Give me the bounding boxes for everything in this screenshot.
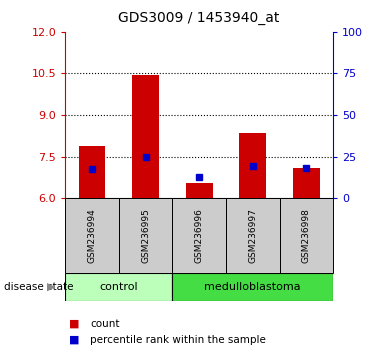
Bar: [65, 198, 119, 273]
Bar: [65, 273, 172, 301]
Text: disease state: disease state: [4, 282, 73, 292]
Bar: [226, 198, 280, 273]
Text: medulloblastoma: medulloblastoma: [205, 282, 301, 292]
Bar: [132, 75, 159, 198]
Bar: [172, 273, 333, 301]
Bar: [239, 133, 266, 198]
Bar: [79, 145, 105, 198]
Text: percentile rank within the sample: percentile rank within the sample: [90, 335, 266, 345]
Text: ▶: ▶: [47, 282, 56, 292]
Text: ■: ■: [69, 319, 79, 329]
Text: GSM236995: GSM236995: [141, 208, 150, 263]
Text: count: count: [90, 319, 119, 329]
Text: GSM236996: GSM236996: [195, 208, 204, 263]
Text: GSM236998: GSM236998: [302, 208, 311, 263]
Text: control: control: [100, 282, 138, 292]
Text: ■: ■: [69, 335, 79, 345]
Bar: [280, 198, 333, 273]
Bar: [186, 183, 213, 198]
Text: GSM236994: GSM236994: [87, 208, 97, 263]
Text: GDS3009 / 1453940_at: GDS3009 / 1453940_at: [118, 11, 280, 25]
Bar: [293, 168, 320, 198]
Text: GSM236997: GSM236997: [248, 208, 257, 263]
Bar: [172, 198, 226, 273]
Bar: [119, 198, 172, 273]
